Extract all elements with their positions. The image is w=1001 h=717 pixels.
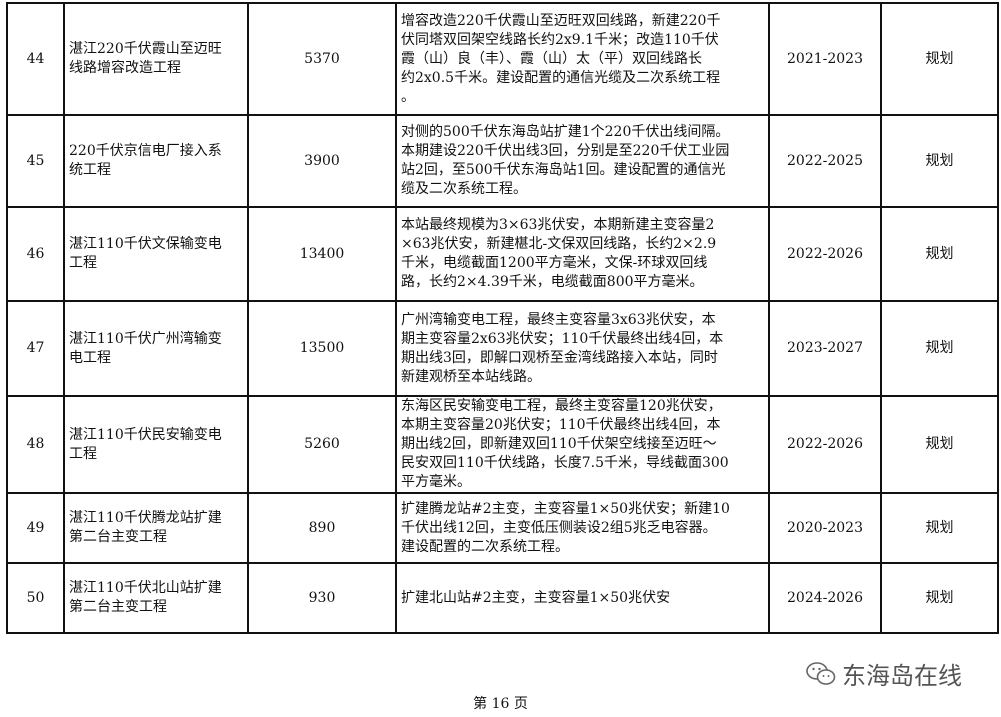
project-status: 规划 bbox=[880, 114, 999, 208]
project-table: 44 湛江220千伏霞山至迈旺 线路增容改造工程 5370 增容改造220千伏霞山至迈… bbox=[6, 2, 999, 634]
project-name: 湛江110千伏北山站扩建 第二台主变工程 bbox=[63, 562, 249, 634]
construction-period: 2022-2026 bbox=[768, 206, 882, 302]
project-status: 规划 bbox=[880, 206, 999, 302]
project-description: 本站最终规模为3×63兆伏安，本期新建主变容量2 ×63兆伏安，新建椹北-文保双… bbox=[395, 206, 770, 302]
investment: 5370 bbox=[247, 2, 397, 116]
row-number: 48 bbox=[6, 395, 65, 494]
table-row: 48 湛江110千伏民安输变电 工程 5260 东海区民安输变电工程，最终主变容量12… bbox=[6, 395, 999, 494]
table-row: 46 湛江110千伏文保输变电 工程 13400 本站最终规模为3×63兆伏安，本期新… bbox=[6, 206, 999, 302]
row-number: 50 bbox=[6, 562, 65, 634]
investment: 890 bbox=[247, 492, 397, 564]
row-number: 49 bbox=[6, 492, 65, 564]
watermark: 东海岛在线 bbox=[806, 656, 962, 691]
row-number: 45 bbox=[6, 114, 65, 208]
project-name: 湛江110千伏腾龙站扩建 第二台主变工程 bbox=[63, 492, 249, 564]
investment: 930 bbox=[247, 562, 397, 634]
investment: 13400 bbox=[247, 206, 397, 302]
table-row: 45 220千伏京信电厂接入系 统工程 3900 对侧的500千伏东海岛站扩建1个22… bbox=[6, 114, 999, 208]
project-status: 规划 bbox=[880, 395, 999, 494]
project-description: 东海区民安输变电工程，最终主变容量120兆伏安， 本期主变容量20兆伏安；110… bbox=[395, 395, 770, 494]
watermark-text: 东海岛在线 bbox=[842, 662, 962, 690]
table-row: 50 湛江110千伏北山站扩建 第二台主变工程 930 扩建北山站#2主变，主变容量1… bbox=[6, 562, 999, 634]
project-name: 湛江110千伏民安输变电 工程 bbox=[63, 395, 249, 494]
project-description: 广州湾输变电工程，最终主变容量3x63兆伏安，本 期主变容量2x63兆伏安；11… bbox=[395, 300, 770, 397]
construction-period: 2022-2026 bbox=[768, 395, 882, 494]
investment: 5260 bbox=[247, 395, 397, 494]
project-status: 规划 bbox=[880, 2, 999, 116]
page-number: 第 16 页 bbox=[473, 696, 528, 712]
project-description: 扩建北山站#2主变，主变容量1×50兆伏安 bbox=[395, 562, 770, 634]
project-name: 湛江220千伏霞山至迈旺 线路增容改造工程 bbox=[63, 2, 249, 116]
row-number: 46 bbox=[6, 206, 65, 302]
row-number: 47 bbox=[6, 300, 65, 397]
construction-period: 2024-2026 bbox=[768, 562, 882, 634]
construction-period: 2020-2023 bbox=[768, 492, 882, 564]
project-description: 扩建腾龙站#2主变，主变容量1×50兆伏安；新建10 千伏出线12回，主变低压侧… bbox=[395, 492, 770, 564]
table-row: 47 湛江110千伏广州湾输变 电工程 13500 广州湾输变电工程，最终主变容量3x… bbox=[6, 300, 999, 397]
investment: 3900 bbox=[247, 114, 397, 208]
investment: 13500 bbox=[247, 300, 397, 397]
project-description: 对侧的500千伏东海岛站扩建1个220千伏出线间隔。 本期建设220千伏出线3回… bbox=[395, 114, 770, 208]
project-name: 220千伏京信电厂接入系 统工程 bbox=[63, 114, 249, 208]
project-name: 湛江110千伏广州湾输变 电工程 bbox=[63, 300, 249, 397]
table-row: 49 湛江110千伏腾龙站扩建 第二台主变工程 890 扩建腾龙站#2主变，主变容量1… bbox=[6, 492, 999, 564]
project-status: 规划 bbox=[880, 492, 999, 564]
project-description: 增容改造220千伏霞山至迈旺双回线路，新建220千 伏同塔双回架空线路长约2x9… bbox=[395, 2, 770, 116]
project-status: 规划 bbox=[880, 562, 999, 634]
table-row: 44 湛江220千伏霞山至迈旺 线路增容改造工程 5370 增容改造220千伏霞山至迈… bbox=[6, 2, 999, 116]
construction-period: 2021-2023 bbox=[768, 2, 882, 116]
project-name: 湛江110千伏文保输变电 工程 bbox=[63, 206, 249, 302]
project-status: 规划 bbox=[880, 300, 999, 397]
wechat-icon bbox=[806, 661, 836, 685]
construction-period: 2023-2027 bbox=[768, 300, 882, 397]
construction-period: 2022-2025 bbox=[768, 114, 882, 208]
row-number: 44 bbox=[6, 2, 65, 116]
